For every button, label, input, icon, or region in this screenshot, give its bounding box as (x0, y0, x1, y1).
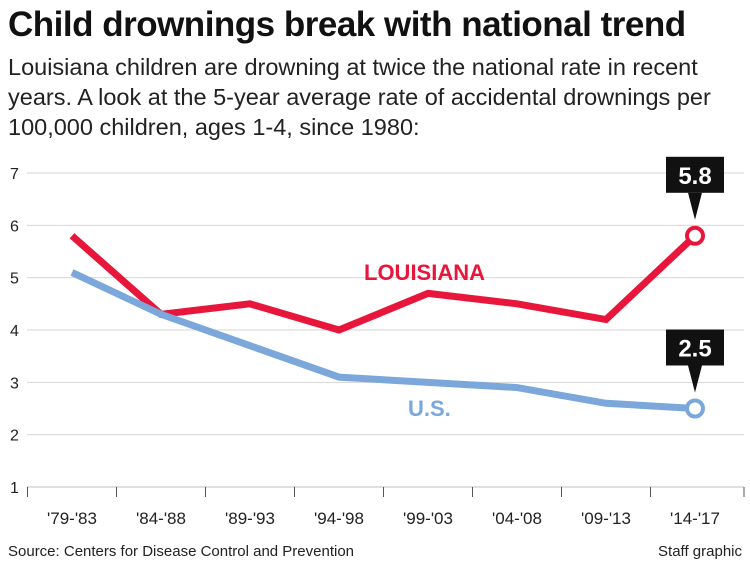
louisiana-callout-pointer (688, 192, 702, 220)
us-end-marker (685, 398, 705, 419)
us-callout-pointer (688, 365, 702, 393)
y-tick-label-6: 6 (10, 218, 19, 235)
x-tick-label: '99-'03 (403, 509, 453, 528)
source-note: Source: Centers for Disease Control and … (8, 543, 355, 560)
y-tick-label-2: 2 (10, 428, 19, 445)
louisiana-series-line (69, 233, 698, 334)
y-tick-label-4: 4 (10, 323, 19, 340)
x-tick-label: '94-'98 (314, 509, 364, 528)
us-callout-box (666, 329, 724, 366)
y-tick-label-5: 5 (10, 271, 19, 288)
x-tick-label: '09-'13 (581, 509, 631, 528)
y-tick-label-3: 3 (10, 375, 19, 392)
x-tick-label: '89-'93 (225, 509, 275, 528)
louisiana-end-marker (685, 225, 705, 246)
louisiana-callout-value: 5.8 (678, 163, 711, 190)
louisiana-series-label: LOUISIANA (364, 260, 485, 285)
y-tick-label-1: 1 (10, 480, 19, 497)
x-tick-label: '79-'83 (47, 509, 97, 528)
x-tick-label: '04-'08 (492, 509, 542, 528)
us-series-label: U.S. (408, 396, 451, 421)
x-tick-label: '14-'17 (670, 509, 720, 528)
y-tick-label-7: 7 (10, 166, 19, 183)
us-series-line (70, 269, 696, 412)
credit-note: Staff graphic (658, 543, 742, 560)
chart-subtitle: Louisiana children are drowning at twice… (8, 54, 711, 140)
x-tick-label: '84-'88 (136, 509, 186, 528)
louisiana-callout-box (666, 156, 724, 193)
us-callout-value: 2.5 (678, 336, 711, 363)
chart-title: Child drownings break with national tren… (8, 5, 686, 44)
